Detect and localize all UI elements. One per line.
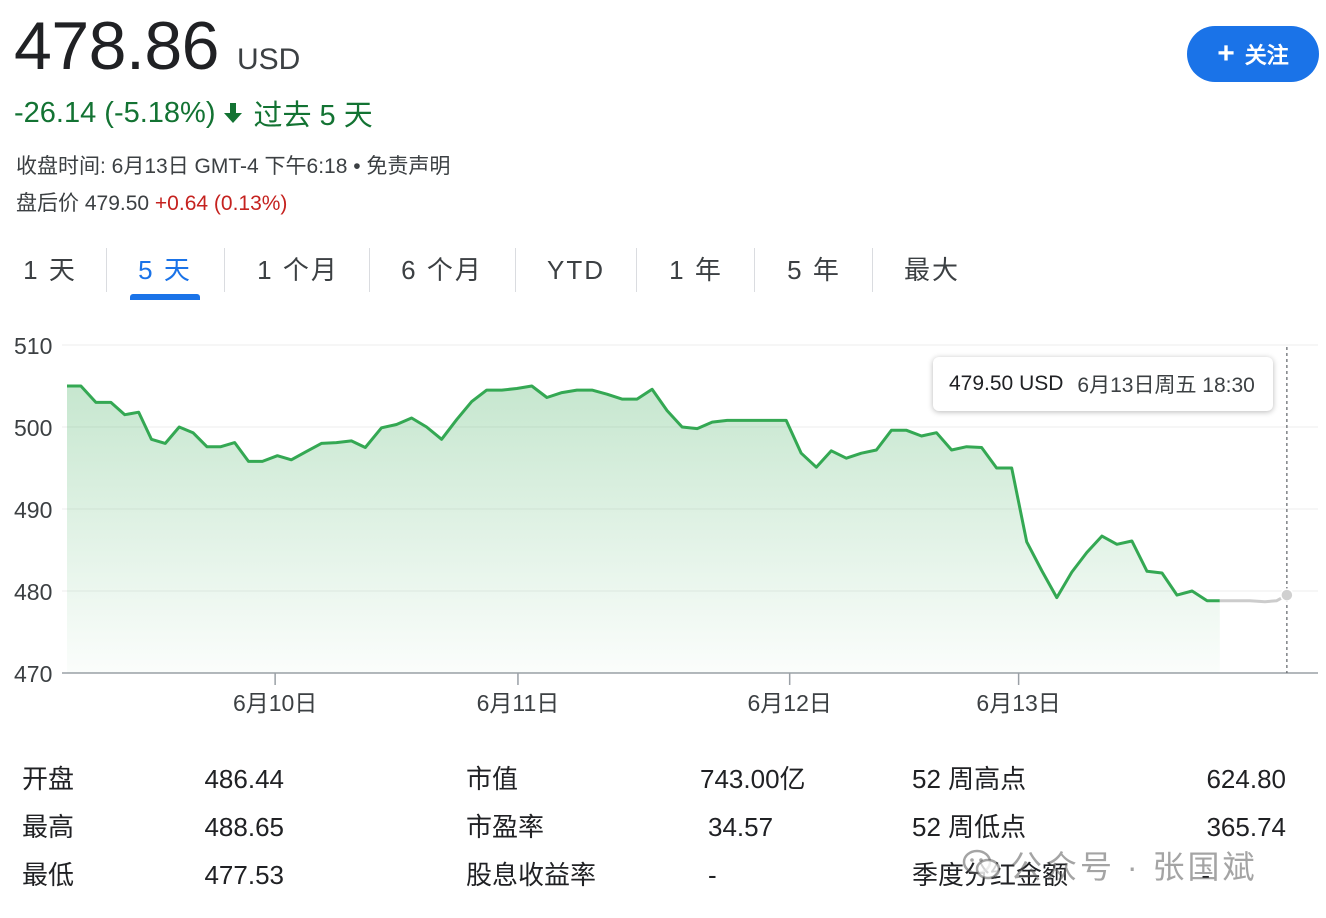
y-tick-label: 510: [14, 333, 52, 359]
stat-label-52w-high: 52 周高点: [912, 764, 1027, 794]
tab-1m[interactable]: 1 个月: [257, 255, 339, 285]
tab-divider: [515, 248, 516, 292]
change-period: 过去 5 天: [253, 100, 373, 132]
stat-label-dividend-yield: 股息收益率: [466, 860, 597, 890]
range-tabs: 1 天 5 天 1 个月 6 个月 YTD 1 年 5 年 最大: [0, 240, 1000, 300]
tab-5d[interactable]: 5 天: [130, 240, 200, 300]
tab-divider: [106, 248, 107, 292]
watermark-text: 公众号 · 张国斌: [1010, 849, 1258, 885]
stat-value-open: 486.44: [204, 764, 284, 794]
tab-divider: [369, 248, 370, 292]
stat-label-open: 开盘: [22, 764, 75, 794]
price-chart[interactable]: 510 500 490 480 470 6月10日 6月11日 6月12日 6月13日: [0, 320, 1326, 720]
stat-value-pe-ratio: 34.57: [708, 812, 774, 842]
stat-label-high: 最高: [22, 812, 75, 842]
price-change-row: -26.14 (-5.18%) 过去 5 天: [14, 92, 373, 134]
chart-tooltip: 479.50 USD 6月13日周五 18:30: [933, 357, 1273, 411]
stat-value-dividend-yield: -: [708, 860, 717, 890]
price-change: -26.14 (-5.18%): [14, 96, 216, 129]
stat-label-low: 最低: [22, 860, 75, 890]
tab-max[interactable]: 最大: [903, 255, 960, 285]
hover-marker: [1280, 588, 1294, 602]
follow-button-label: 关注: [1244, 43, 1289, 68]
tab-divider: [754, 248, 755, 292]
after-hours-line: [1219, 593, 1288, 604]
watermark: 公众号 · 张国斌: [962, 840, 1257, 890]
x-tick-label: 6月13日: [976, 690, 1060, 716]
price-header: 478.86 USD: [14, 8, 300, 84]
after-hours-change: +0.64 (0.13%): [154, 192, 288, 215]
y-tick-label: 470: [14, 661, 52, 687]
tab-1y[interactable]: 1 年: [669, 255, 723, 285]
tab-ytd[interactable]: YTD: [547, 255, 605, 285]
close-info: 收盘时间: 6月13日 GMT-4 下午6:18 • 免责声明: [16, 155, 451, 178]
tab-divider: [872, 248, 873, 292]
y-tick-label: 490: [14, 497, 52, 523]
stat-value-quarterly-dividend: -: [1201, 860, 1210, 890]
y-tick-label: 500: [14, 415, 52, 441]
x-tick-label: 6月12日: [747, 690, 831, 716]
y-tick-label: 480: [14, 579, 52, 605]
currency-label: USD: [236, 43, 301, 76]
stat-label-market-cap: 市值: [466, 764, 519, 794]
x-tick-label: 6月10日: [233, 690, 317, 716]
stat-value-low: 477.53: [204, 860, 284, 890]
stat-label-52w-low: 52 周低点: [912, 812, 1027, 842]
tab-5y[interactable]: 5 年: [787, 255, 841, 285]
after-hours-price: 盘后价 479.50: [16, 192, 150, 215]
stat-value-high: 488.65: [204, 812, 284, 842]
plus-icon: +: [1217, 37, 1235, 70]
tab-1d[interactable]: 1 天: [23, 255, 77, 285]
wechat-icon: [962, 848, 1002, 882]
after-hours-info: 盘后价 479.50 +0.64 (0.13%): [16, 187, 287, 217]
stat-value-52w-low: 365.74: [1206, 812, 1286, 842]
tooltip-price: 479.50 USD: [949, 372, 1064, 395]
follow-button[interactable]: + 关注: [1187, 26, 1319, 82]
tooltip-time: 6月13日周五 18:30: [1077, 374, 1255, 397]
tab-6m[interactable]: 6 个月: [401, 255, 483, 285]
key-stats: 开盘 486.44 最高 488.65 最低 477.53 市值 743.00亿…: [0, 755, 1326, 905]
current-price: 478.86: [14, 8, 219, 84]
stat-label-pe-ratio: 市盈率: [466, 812, 545, 842]
tab-divider: [224, 248, 225, 292]
stat-value-52w-high: 624.80: [1206, 764, 1286, 794]
tab-divider: [636, 248, 637, 292]
arrow-down-icon: [222, 101, 244, 125]
x-tick-label: 6月11日: [477, 690, 560, 716]
stat-value-market-cap: 743.00亿: [700, 764, 806, 794]
series-line: [67, 384, 1220, 603]
series-area: [67, 386, 1220, 673]
